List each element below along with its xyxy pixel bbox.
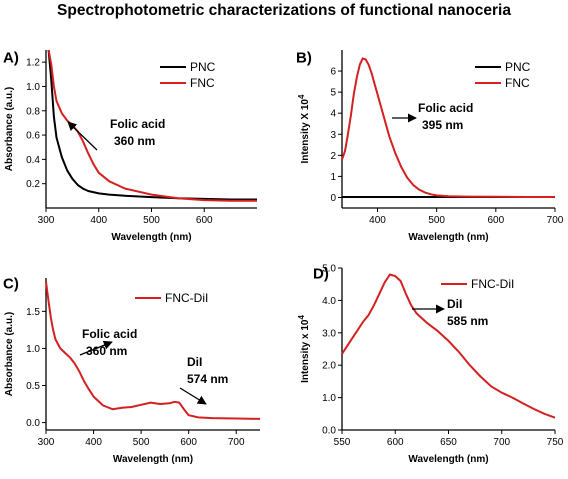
y-axis-label: Intensity x 104 bbox=[297, 315, 311, 383]
y-tick-label: 1.0 bbox=[26, 344, 40, 355]
y-tick-label: 1.5 bbox=[26, 307, 40, 318]
x-tick-label: 400 bbox=[369, 215, 386, 226]
x-tick-label: 600 bbox=[487, 215, 504, 226]
y-tick-label: 4.0 bbox=[322, 296, 336, 307]
panel-label: D) bbox=[313, 265, 329, 282]
x-tick-label: 600 bbox=[387, 437, 404, 448]
annotation-text: 360 nm bbox=[114, 134, 155, 148]
x-tick-label: 700 bbox=[228, 437, 245, 448]
y-tick-label: 0.6 bbox=[26, 131, 40, 142]
series-line-fnc-dii bbox=[341, 273, 556, 419]
y-tick-label: 3 bbox=[330, 130, 336, 141]
y-tick-label: 1.2 bbox=[26, 58, 40, 69]
series-line-fnc bbox=[47, 49, 257, 202]
y-tick-label: 0.2 bbox=[26, 179, 40, 190]
panel-label: B) bbox=[296, 49, 312, 66]
y-axis-label: Intensity X 104 bbox=[297, 94, 311, 163]
chart-panel-2: B) 400 500 600 700 0 1 2 3 4 5 6 Wavelength (nm) Inte… bbox=[296, 49, 564, 243]
x-axis-label: Wavelength (nm) bbox=[408, 454, 488, 465]
x-tick-label: 500 bbox=[428, 215, 445, 226]
x-tick-label: 300 bbox=[38, 437, 55, 448]
annotation-text: 360 nm bbox=[86, 344, 127, 358]
x-tick-label: 750 bbox=[547, 437, 564, 448]
x-tick-label: 700 bbox=[493, 437, 510, 448]
x-tick-label: 500 bbox=[133, 437, 150, 448]
y-tick-label: 0 bbox=[330, 193, 336, 204]
annotation-text: Folic acid bbox=[418, 101, 473, 115]
annotation-arrow bbox=[67, 121, 98, 151]
panel-label: C) bbox=[3, 275, 19, 292]
series-line-fnc-dii bbox=[45, 281, 261, 420]
x-tick-label: 400 bbox=[90, 215, 107, 226]
y-tick-label: 1.0 bbox=[322, 393, 336, 404]
y-tick-label: 0.0 bbox=[26, 418, 40, 429]
y-tick-label: 2.0 bbox=[322, 361, 336, 372]
annotation-text: 585 nm bbox=[447, 314, 488, 328]
x-tick-label: 650 bbox=[440, 437, 457, 448]
x-tick-label: 550 bbox=[334, 437, 351, 448]
legend-label: PNC bbox=[190, 60, 216, 74]
chart-panel-3: C) 300 400 500 600 700 0.0 0.5 1.0 1.5 Wavelength … bbox=[3, 275, 261, 465]
annotation-arrow bbox=[79, 340, 113, 356]
x-tick-label: 300 bbox=[38, 215, 55, 226]
y-tick-label: 4 bbox=[330, 109, 336, 120]
y-axis-label: Absorbance (a.u.) bbox=[4, 87, 15, 171]
legend-label: FNC-DiI bbox=[165, 291, 208, 305]
y-tick-label: 1.0 bbox=[26, 82, 40, 93]
x-axis-label: Wavelength (nm) bbox=[111, 232, 191, 243]
figure-title: Spectrophotometric characterizations of … bbox=[57, 2, 511, 19]
legend-label: FNC bbox=[505, 76, 530, 90]
x-tick-label: 600 bbox=[196, 215, 213, 226]
legend-label: FNC-DiI bbox=[471, 277, 514, 291]
x-axis-label: Wavelength (nm) bbox=[113, 454, 193, 465]
legend-label: FNC bbox=[190, 76, 215, 90]
y-axis-label: Absorbance (a.u.) bbox=[4, 312, 15, 396]
annotation-text: 395 nm bbox=[422, 118, 463, 132]
annotation-text: 574 nm bbox=[187, 372, 228, 386]
annotation-text: Folic acid bbox=[110, 117, 165, 131]
annotation-text: DiI bbox=[447, 297, 462, 311]
y-tick-label: 0.0 bbox=[322, 426, 336, 437]
y-tick-label: 0.8 bbox=[26, 106, 40, 117]
chart-panel-4: D) 550 600 650 700 750 0.0 1.0 2.0 3.0 4.0 5.0 Wavel… bbox=[297, 264, 564, 466]
y-tick-label: 2 bbox=[330, 151, 336, 162]
x-tick-label: 700 bbox=[547, 215, 564, 226]
panel-label: A) bbox=[3, 49, 19, 66]
y-tick-label: 5 bbox=[330, 88, 336, 99]
legend-label: PNC bbox=[505, 60, 531, 74]
x-tick-label: 400 bbox=[85, 437, 102, 448]
x-tick-label: 600 bbox=[180, 437, 197, 448]
y-tick-label: 5.0 bbox=[322, 264, 336, 275]
series-line-fnc bbox=[341, 57, 555, 198]
annotation-text: DiI bbox=[187, 355, 202, 369]
annotation-text: Folic acid bbox=[82, 327, 137, 341]
x-tick-label: 500 bbox=[143, 215, 160, 226]
y-tick-label: 3.0 bbox=[322, 328, 336, 339]
chart-panel-1: A) 300 400 500 600 0.2 0.4 0.6 0.8 1.0 1.2 Waveleng… bbox=[3, 49, 257, 243]
annotation-arrow bbox=[179, 387, 207, 405]
y-tick-label: 0.5 bbox=[26, 381, 40, 392]
x-axis-label: Wavelength (nm) bbox=[408, 232, 488, 243]
y-tick-label: 6 bbox=[330, 67, 336, 78]
y-tick-label: 1 bbox=[330, 172, 336, 183]
y-tick-label: 0.4 bbox=[26, 155, 40, 166]
